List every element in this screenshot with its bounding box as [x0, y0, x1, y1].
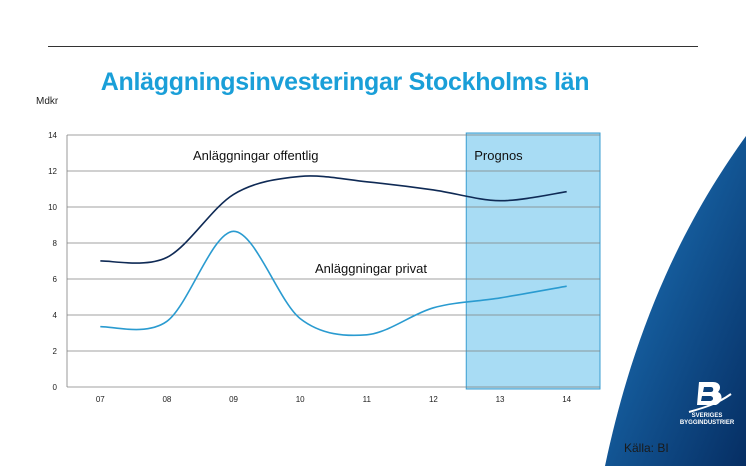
brand-logo: SVERIGES BYGGINDUSTRIER [673, 378, 741, 432]
series-label: Anläggningar offentlig [193, 148, 319, 163]
series-label: Anläggningar privat [315, 261, 427, 276]
y-tick-label: 2 [53, 347, 58, 356]
top-rule [48, 46, 698, 47]
x-tick-label: 11 [363, 395, 372, 404]
x-tick-label: 13 [496, 395, 505, 404]
x-tick-label: 07 [96, 395, 105, 404]
forecast-label: Prognos [474, 148, 523, 163]
forecast-region [465, 132, 601, 390]
y-tick-label: 6 [53, 275, 58, 284]
x-tick-label: 09 [229, 395, 238, 404]
series-line-offentlig [100, 175, 567, 264]
y-tick-label: 4 [53, 311, 58, 320]
x-tick-label: 10 [296, 395, 305, 404]
series-line-privat [100, 230, 567, 337]
logo-line1: SVERIGES [692, 413, 723, 419]
y-tick-label: 8 [53, 239, 58, 248]
y-tick-label: 12 [48, 167, 57, 176]
bi-logo-icon [688, 382, 732, 413]
x-tick-label: 14 [562, 395, 571, 404]
page-title: Anläggningsinvesteringar Stockholms län [100, 68, 590, 96]
logo-line2: BYGGINDUSTRIER [680, 420, 735, 426]
y-tick-label: 10 [48, 203, 57, 212]
x-tick-label: 12 [429, 395, 438, 404]
source-label: Källa: BI [624, 441, 669, 455]
x-tick-label: 08 [162, 395, 171, 404]
y-tick-label: 0 [53, 383, 58, 392]
y-tick-label: 14 [48, 131, 57, 140]
y-axis-unit-label: Mdkr [36, 96, 59, 107]
